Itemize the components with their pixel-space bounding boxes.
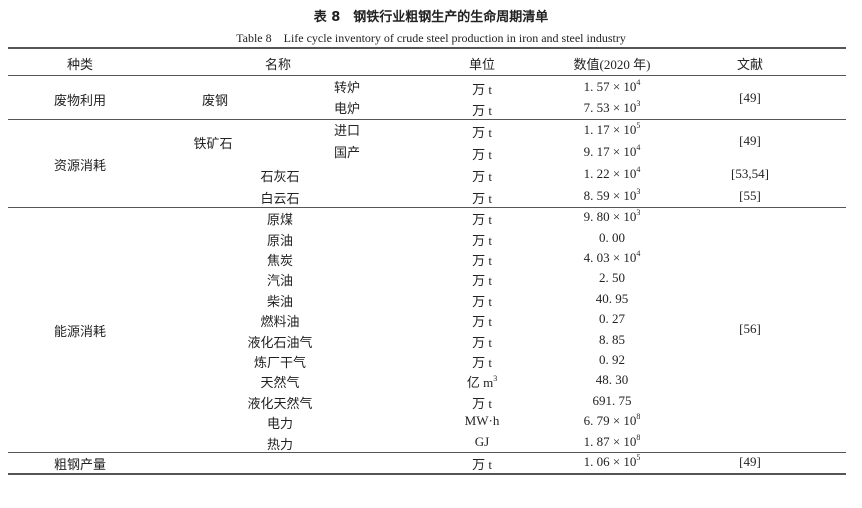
value-cell: 2. 50 xyxy=(599,270,625,286)
name-main: 铁矿石 xyxy=(193,136,233,151)
unit-cell: 万 t xyxy=(472,103,492,119)
value-cell: 0. 27 xyxy=(599,311,625,327)
header-ref: 文献 xyxy=(736,57,764,72)
value-cell: 1. 87 × 108 xyxy=(583,432,641,449)
value-cell: 8. 59 × 103 xyxy=(583,187,641,204)
value-cell: 9. 17 × 104 xyxy=(583,143,641,160)
category-label: 能源消耗 xyxy=(53,324,107,340)
category-label: 资源消耗 xyxy=(53,158,107,173)
header-name: 名称 xyxy=(264,57,292,72)
value-cell: 40. 95 xyxy=(595,290,629,306)
name-item: 原油 xyxy=(266,232,294,248)
name-item: 柴油 xyxy=(266,293,294,309)
unit-cell: 万 t xyxy=(472,273,492,289)
value-cell: 691. 75 xyxy=(592,392,632,408)
bottom-rule xyxy=(8,472,846,475)
name-item: 电力 xyxy=(266,416,294,432)
name-item: 石灰石 xyxy=(260,169,300,184)
reference: [49] xyxy=(739,89,761,105)
group-rule xyxy=(8,119,846,120)
unit-cell: 万 t xyxy=(472,293,492,309)
reference: [55] xyxy=(739,188,761,203)
name-item: 焦炭 xyxy=(266,253,294,268)
value-cell: 9. 80 × 103 xyxy=(583,208,641,225)
name-sub: 转炉 xyxy=(333,79,361,95)
unit-cell: 亿 m3 xyxy=(466,374,498,391)
name-item: 炼厂干气 xyxy=(253,355,307,370)
name-sub: 电炉 xyxy=(333,101,361,117)
value-cell: 6. 79 × 108 xyxy=(583,412,641,429)
value-cell: 1. 57 × 104 xyxy=(583,77,641,94)
top-rule xyxy=(8,47,846,49)
header-rule xyxy=(8,75,846,76)
value-cell: 1. 17 × 105 xyxy=(583,121,641,138)
value-cell: 7. 53 × 103 xyxy=(583,99,641,116)
name-item: 热力 xyxy=(266,436,294,452)
unit-cell: MW·h xyxy=(464,413,500,429)
value-cell: 1. 22 × 104 xyxy=(583,165,641,182)
value-cell: 4. 03 × 104 xyxy=(583,249,641,266)
reference: [49] xyxy=(739,133,761,148)
value-cell: 48. 30 xyxy=(595,372,629,388)
unit-cell: 万 t xyxy=(472,334,492,350)
unit-cell: GJ xyxy=(474,433,490,449)
group-rule xyxy=(8,207,846,208)
value-cell: 8. 85 xyxy=(599,331,625,347)
header-kind: 种类 xyxy=(66,57,94,72)
name-sub: 进口 xyxy=(333,123,361,138)
unit-cell: 万 t xyxy=(472,212,492,228)
category-label: 废物利用 xyxy=(53,92,107,108)
name-item: 汽油 xyxy=(266,273,294,289)
value-cell: 0. 92 xyxy=(599,352,625,367)
unit-cell: 万 t xyxy=(472,81,492,97)
reference: [53,54] xyxy=(731,166,769,181)
unit-cell: 万 t xyxy=(472,191,492,206)
reference: [56] xyxy=(739,321,761,337)
name-item: 白云石 xyxy=(260,191,300,206)
unit-cell: 万 t xyxy=(472,125,492,140)
unit-cell: 万 t xyxy=(472,253,492,268)
name-item: 液化天然气 xyxy=(247,395,313,411)
unit-cell: 万 t xyxy=(472,457,492,473)
name-sub: 国产 xyxy=(333,145,361,160)
unit-cell: 万 t xyxy=(472,169,492,184)
unit-cell: 万 t xyxy=(472,395,492,411)
reference: [49] xyxy=(739,454,761,470)
header-unit: 单位 xyxy=(468,57,496,72)
name-main: 废钢 xyxy=(201,92,229,108)
name-item: 天然气 xyxy=(260,375,300,391)
table-title: 表 8 钢铁行业粗钢生产的生命周期清单 xyxy=(313,10,549,25)
group-rule xyxy=(8,451,846,453)
name-item: 原煤 xyxy=(266,212,294,228)
unit-cell: 万 t xyxy=(472,355,492,370)
unit-cell: 万 t xyxy=(472,147,492,162)
name-item: 燃料油 xyxy=(260,314,300,330)
unit-cell: 万 t xyxy=(472,314,492,330)
unit-cell: 万 t xyxy=(472,232,492,248)
value-cell: 0. 00 xyxy=(599,229,625,245)
table-subtitle: Table 8 Life cycle inventory of crude st… xyxy=(236,31,626,45)
name-item: 液化石油气 xyxy=(247,334,313,350)
value-cell: 1. 06 × 105 xyxy=(583,453,641,470)
header-value: 数值(2020 年) xyxy=(573,57,651,72)
category-label: 粗钢产量 xyxy=(53,457,107,473)
